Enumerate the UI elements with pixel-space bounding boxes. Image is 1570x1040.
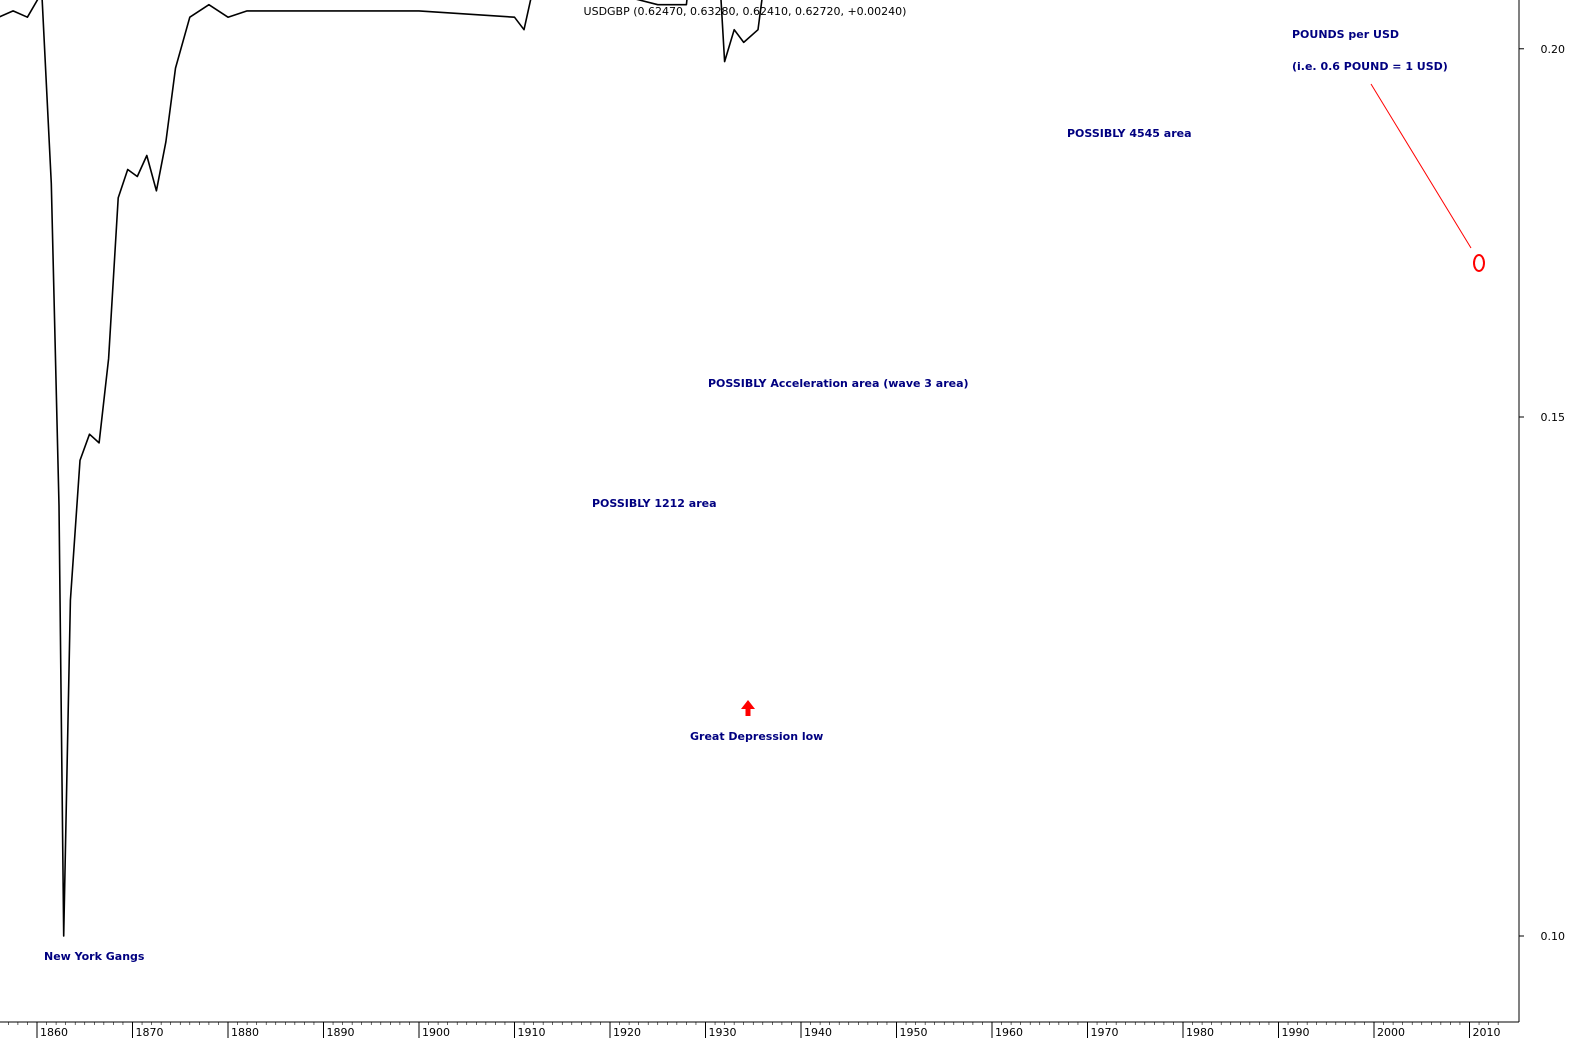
x-tick-label: 1970	[1091, 1026, 1119, 1039]
series-line	[0, 0, 763, 937]
x-tick-label: 1880	[231, 1026, 259, 1039]
x-tick-label: 1900	[422, 1026, 450, 1039]
y-tick-label: 0.20	[1541, 43, 1566, 56]
annotation-acceleration-area: POSSIBLY Acceleration area (wave 3 area)	[708, 377, 969, 390]
x-axis-ticks: 1860 1870 1880 1890 1900 1910 1920 1930 1940 1950…	[36, 1022, 1501, 1039]
annotation-4545-area: POSSIBLY 4545 area	[1067, 127, 1192, 140]
annotation-pound-explanation: (i.e. 0.6 POUND = 1 USD)	[1292, 60, 1448, 73]
x-tick-label: 2000	[1377, 1026, 1405, 1039]
x-tick-label: 1960	[995, 1026, 1023, 1039]
x-tick-label: 1910	[518, 1026, 546, 1039]
x-axis-minor-ticks	[8, 1022, 1499, 1025]
annotation-great-depression-low: Great Depression low	[690, 730, 823, 743]
x-tick-label: 2010	[1473, 1026, 1501, 1039]
x-tick-label: 1990	[1282, 1026, 1310, 1039]
red-arrow-up-icon	[741, 700, 755, 716]
x-tick-label: 1940	[804, 1026, 832, 1039]
x-tick-label: 1890	[327, 1026, 355, 1039]
chart-title: USDGBP (0.62470, 0.63280, 0.62410, 0.627…	[584, 5, 907, 18]
x-tick-label: 1980	[1186, 1026, 1214, 1039]
x-tick-label: 1920	[613, 1026, 641, 1039]
red-highlight-circle	[1473, 254, 1485, 272]
x-tick-label: 1950	[900, 1026, 928, 1039]
x-tick-label: 1870	[136, 1026, 164, 1039]
y-axis-ticks: 0.100.150.200.250.300.350.400.450.500.55…	[1519, 43, 1566, 943]
annotation-new-york-gangs: New York Gangs	[44, 950, 145, 963]
x-tick-label: 1930	[709, 1026, 737, 1039]
annotation-1212-area: POSSIBLY 1212 area	[592, 497, 717, 510]
red-pointer-line	[1370, 83, 1472, 249]
y-tick-label: 0.10	[1541, 930, 1566, 943]
x-tick-label: 1860	[40, 1026, 68, 1039]
y-tick-label: 0.15	[1541, 411, 1566, 424]
annotation-pounds-per-usd: POUNDS per USD	[1292, 28, 1399, 41]
